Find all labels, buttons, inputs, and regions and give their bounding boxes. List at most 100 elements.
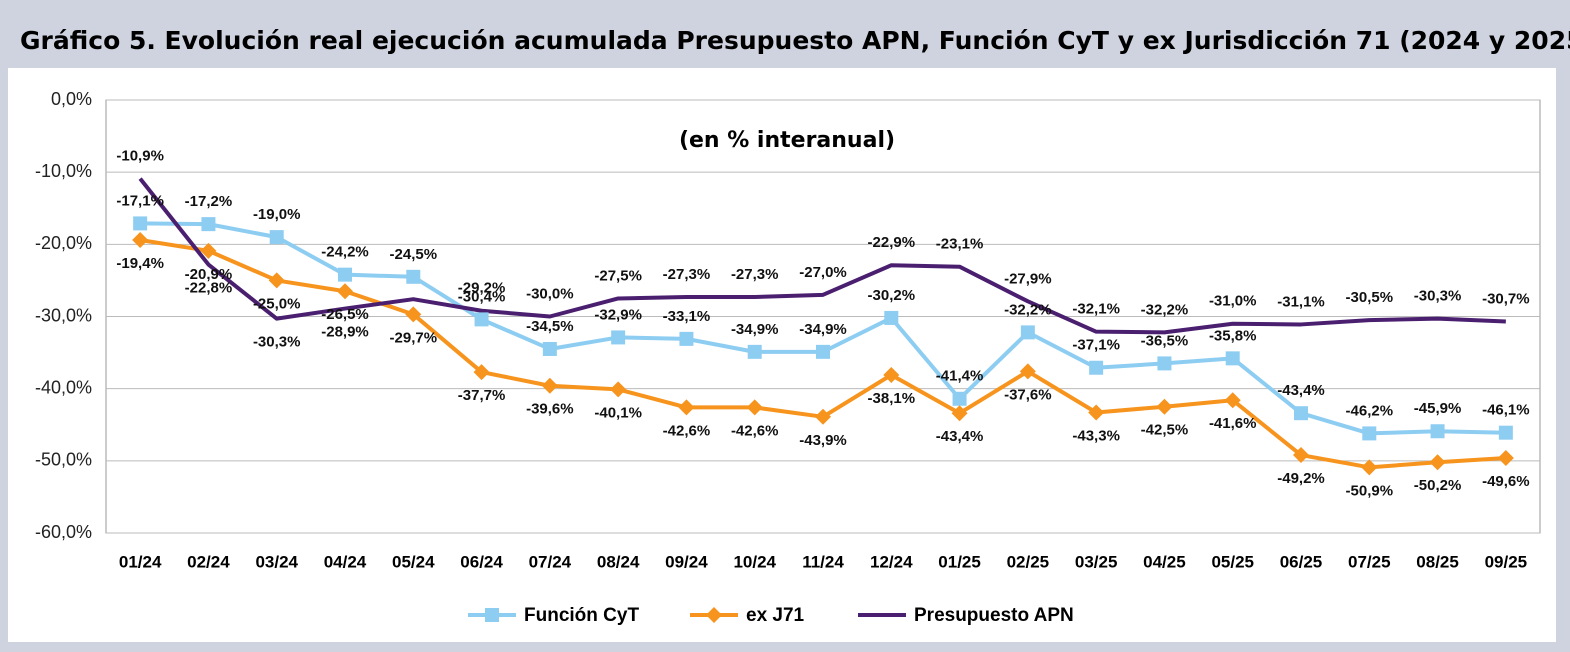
- x-tick-label: 02/25: [1007, 552, 1050, 571]
- data-label: -19,0%: [253, 206, 301, 223]
- marker: [884, 310, 899, 325]
- marker: [1157, 356, 1172, 371]
- marker: [473, 364, 490, 381]
- marker: [132, 232, 149, 249]
- data-label: -41,6%: [1209, 415, 1257, 432]
- marker: [200, 242, 217, 259]
- data-label: -17,2%: [185, 193, 233, 210]
- data-label: -32,1%: [1072, 301, 1120, 318]
- data-label: -25,0%: [253, 295, 301, 312]
- x-tick-label: 03/24: [255, 552, 298, 571]
- marker: [1361, 459, 1378, 476]
- marker: [542, 341, 557, 356]
- x-tick-label: 01/25: [938, 552, 981, 571]
- y-tick-label: -40,0%: [35, 377, 92, 397]
- marker: [406, 269, 421, 284]
- data-label: -32,2%: [1004, 301, 1052, 318]
- data-label: -22,9%: [868, 234, 916, 251]
- data-label: -38,1%: [868, 390, 916, 407]
- legend-label: ex J71: [746, 605, 805, 626]
- x-tick-label: 11/24: [802, 552, 844, 571]
- marker: [679, 331, 694, 346]
- data-label: -17,1%: [116, 192, 164, 209]
- marker: [1294, 406, 1308, 421]
- x-tick-label: 08/24: [597, 552, 640, 571]
- data-label: -31,1%: [1277, 293, 1325, 310]
- data-label: -37,1%: [1072, 337, 1120, 354]
- chart-panel: [8, 68, 1556, 642]
- data-label: -27,0%: [799, 264, 847, 281]
- x-tick-label: 02/24: [187, 552, 230, 571]
- marker: [1497, 449, 1514, 466]
- data-label: -34,5%: [526, 318, 574, 335]
- marker: [678, 399, 695, 416]
- marker: [610, 381, 627, 398]
- marker: [1293, 447, 1309, 464]
- data-label: -27,3%: [663, 266, 711, 283]
- data-label: -29,2%: [458, 280, 506, 297]
- data-label: -28,9%: [321, 324, 369, 341]
- marker: [1430, 424, 1445, 439]
- marker: [337, 283, 353, 300]
- data-label: -33,1%: [663, 308, 711, 325]
- marker: [1156, 398, 1173, 415]
- data-label: -42,6%: [731, 422, 779, 439]
- marker: [815, 408, 831, 425]
- data-label: -29,7%: [390, 329, 438, 346]
- x-tick-label: 07/24: [529, 552, 572, 571]
- data-label: -32,2%: [1141, 301, 1189, 318]
- marker: [474, 312, 489, 327]
- legend-marker: [485, 608, 499, 622]
- data-label: -27,5%: [594, 267, 642, 284]
- y-tick-label: -20,0%: [35, 233, 92, 253]
- y-tick-label: -60,0%: [35, 522, 92, 542]
- data-label: -30,0%: [526, 285, 574, 302]
- marker: [1429, 454, 1446, 471]
- x-tick-label: 04/25: [1143, 552, 1186, 571]
- data-label: -27,9%: [1004, 270, 1052, 287]
- marker: [883, 366, 900, 383]
- marker: [1088, 404, 1105, 421]
- data-label: -42,6%: [663, 422, 711, 439]
- data-label: -46,2%: [1346, 402, 1394, 419]
- line: [138, 177, 1506, 335]
- data-label: -26,5%: [321, 306, 369, 323]
- x-tick-label: 01/24: [119, 552, 162, 571]
- data-label: -24,5%: [390, 246, 438, 263]
- data-label: -34,9%: [799, 321, 847, 338]
- marker: [405, 306, 422, 323]
- data-label: -41,4%: [936, 368, 984, 385]
- x-tick-label: 07/25: [1348, 552, 1391, 571]
- data-label: -49,6%: [1482, 473, 1530, 490]
- marker: [1089, 360, 1104, 375]
- legend-label: Presupuesto APN: [914, 605, 1074, 626]
- data-label: -24,2%: [321, 244, 369, 261]
- marker: [269, 230, 284, 245]
- marker: [133, 216, 148, 231]
- data-label: -50,2%: [1414, 477, 1462, 494]
- x-tick-label: 05/24: [392, 552, 435, 571]
- data-label: -30,2%: [868, 287, 916, 304]
- data-label: -50,9%: [1346, 482, 1394, 499]
- data-label: -42,5%: [1141, 422, 1189, 439]
- data-label: -20,9%: [185, 266, 233, 283]
- x-tick-label: 05/25: [1211, 552, 1254, 571]
- data-label: -10,9%: [116, 148, 164, 165]
- y-tick-label: 0,0%: [51, 89, 92, 109]
- data-label: -43,4%: [1277, 382, 1325, 399]
- marker: [1224, 392, 1241, 409]
- x-tick-label: 06/24: [460, 552, 503, 571]
- marker: [1498, 425, 1513, 440]
- marker: [1225, 351, 1240, 366]
- data-label: -39,6%: [526, 401, 574, 418]
- data-label: -36,5%: [1141, 332, 1189, 349]
- x-tick-label: 08/25: [1416, 552, 1459, 571]
- y-tick-label: -10,0%: [35, 161, 92, 181]
- data-label: -43,3%: [1072, 427, 1120, 444]
- data-label: -23,1%: [936, 236, 984, 253]
- x-tick-label: 09/25: [1485, 552, 1528, 571]
- legend-marker: [706, 607, 722, 623]
- x-tick-label: 04/24: [324, 552, 367, 571]
- data-label: -22,8%: [185, 280, 233, 297]
